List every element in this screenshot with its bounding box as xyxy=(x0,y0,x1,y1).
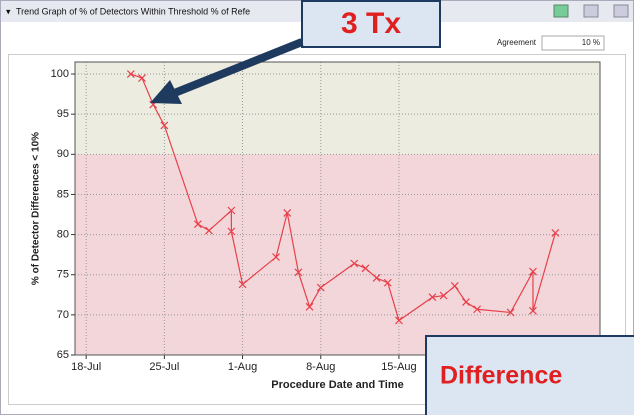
callout-bottom: Difference xyxy=(425,335,634,417)
callout-arrow xyxy=(170,38,304,98)
x-tick-label: 8-Aug xyxy=(306,361,335,373)
y-tick-label: 80 xyxy=(57,228,69,240)
point-marker xyxy=(283,208,292,217)
callout-text: Difference xyxy=(440,362,562,390)
point-marker xyxy=(462,298,470,306)
point-marker xyxy=(205,226,213,235)
point-marker xyxy=(126,70,135,78)
point-marker xyxy=(160,121,169,130)
point-marker xyxy=(439,291,448,300)
point-marker xyxy=(138,74,146,82)
point-marker xyxy=(529,267,537,276)
point-marker xyxy=(294,268,303,277)
callout-top: 3 Tx xyxy=(150,0,441,104)
point-marker xyxy=(272,253,280,261)
point-marker xyxy=(305,302,314,311)
point-marker xyxy=(529,306,537,315)
icon-button[interactable] xyxy=(583,4,599,18)
point-marker xyxy=(450,282,459,290)
y-tick-label: 100 xyxy=(51,68,69,80)
y-tick-label: 90 xyxy=(57,148,69,160)
point-marker xyxy=(395,316,403,325)
x-tick-label: 15-Aug xyxy=(381,361,416,373)
plot-border xyxy=(74,61,601,356)
point-marker xyxy=(193,220,202,229)
point-marker xyxy=(551,229,560,237)
point-marker xyxy=(361,264,370,273)
x-tick-label: 1-Aug xyxy=(228,361,257,373)
agreement-value: 10 % xyxy=(582,38,600,47)
panel-title: Trend Graph of % of Detectors Within Thr… xyxy=(16,6,250,16)
chart-frame xyxy=(8,54,626,405)
y-tick-label: 95 xyxy=(57,108,69,120)
x-tick-label: 25-Jul xyxy=(149,361,179,373)
threshold-band xyxy=(75,62,600,155)
x-tick-label: 18-Jul xyxy=(71,361,101,373)
y-tick-label: 85 xyxy=(57,188,69,200)
point-marker xyxy=(383,278,392,287)
x-axis-label: Procedure Date and Time xyxy=(271,379,403,391)
agreement-label: Agreement xyxy=(497,38,537,47)
y-tick-label: 70 xyxy=(57,309,69,321)
callout-text: 3 Tx xyxy=(341,7,401,40)
y-tick-label: 65 xyxy=(57,349,69,361)
callout-box xyxy=(301,0,441,48)
point-marker xyxy=(227,206,236,215)
point-marker xyxy=(238,280,247,289)
header-arrow[interactable]: ▾ xyxy=(6,6,11,16)
point-marker xyxy=(227,227,236,236)
point-marker xyxy=(316,283,325,292)
y-tick-label: 75 xyxy=(57,269,69,281)
point-marker xyxy=(428,293,437,302)
point-marker xyxy=(473,305,482,314)
point-marker xyxy=(506,308,515,317)
agreement-input[interactable] xyxy=(541,35,605,51)
point-marker xyxy=(350,259,359,268)
point-marker xyxy=(372,274,381,282)
series-line xyxy=(130,73,556,322)
icon-button[interactable] xyxy=(613,4,629,18)
callout-arrowhead xyxy=(150,80,182,104)
icon-button[interactable] xyxy=(553,4,569,18)
y-axis-label: % of Detector Differences < 10% xyxy=(31,132,42,285)
